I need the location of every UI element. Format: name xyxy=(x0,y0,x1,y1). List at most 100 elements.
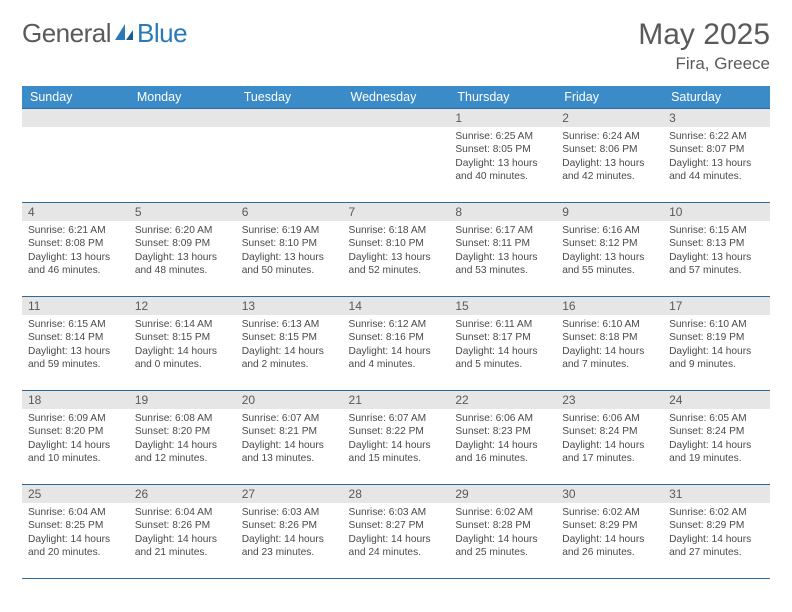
day-cell: 22Sunrise: 6:06 AMSunset: 8:23 PMDayligh… xyxy=(449,391,556,485)
day-cell: 4Sunrise: 6:21 AMSunset: 8:08 PMDaylight… xyxy=(22,203,129,297)
sunrise-line: Sunrise: 6:02 AM xyxy=(562,506,657,519)
sunrise-line: Sunrise: 6:21 AM xyxy=(28,224,123,237)
day-body: Sunrise: 6:07 AMSunset: 8:21 PMDaylight:… xyxy=(236,409,343,470)
day-body: Sunrise: 6:13 AMSunset: 8:15 PMDaylight:… xyxy=(236,315,343,376)
title-block: May 2025 Fira, Greece xyxy=(638,18,770,74)
day-cell: 1Sunrise: 6:25 AMSunset: 8:05 PMDaylight… xyxy=(449,109,556,203)
daylight-line: Daylight: 14 hours and 7 minutes. xyxy=(562,345,657,372)
day-cell xyxy=(236,109,343,203)
sunset-line: Sunset: 8:20 PM xyxy=(135,425,230,438)
daylight-line: Daylight: 14 hours and 15 minutes. xyxy=(349,439,444,466)
daylight-line: Daylight: 14 hours and 13 minutes. xyxy=(242,439,337,466)
sunset-line: Sunset: 8:18 PM xyxy=(562,331,657,344)
week-row: 1Sunrise: 6:25 AMSunset: 8:05 PMDaylight… xyxy=(22,109,770,203)
sunset-line: Sunset: 8:13 PM xyxy=(669,237,764,250)
day-number: 8 xyxy=(449,203,556,221)
day-number: 21 xyxy=(343,391,450,409)
day-body: Sunrise: 6:06 AMSunset: 8:23 PMDaylight:… xyxy=(449,409,556,470)
sunset-line: Sunset: 8:26 PM xyxy=(135,519,230,532)
day-body: Sunrise: 6:03 AMSunset: 8:27 PMDaylight:… xyxy=(343,503,450,564)
day-body: Sunrise: 6:02 AMSunset: 8:29 PMDaylight:… xyxy=(663,503,770,564)
week-row: 18Sunrise: 6:09 AMSunset: 8:20 PMDayligh… xyxy=(22,391,770,485)
day-cell xyxy=(22,109,129,203)
sunrise-line: Sunrise: 6:11 AM xyxy=(455,318,550,331)
sunrise-line: Sunrise: 6:17 AM xyxy=(455,224,550,237)
week-row: 4Sunrise: 6:21 AMSunset: 8:08 PMDaylight… xyxy=(22,203,770,297)
sunrise-line: Sunrise: 6:15 AM xyxy=(28,318,123,331)
day-cell: 11Sunrise: 6:15 AMSunset: 8:14 PMDayligh… xyxy=(22,297,129,391)
daylight-line: Daylight: 13 hours and 57 minutes. xyxy=(669,251,764,278)
day-cell: 29 Sunrise: 6:02 AMSunset: 8:28 PMDayligh… xyxy=(449,485,556,579)
day-header: Saturday xyxy=(663,86,770,109)
sunset-line: Sunset: 8:11 PM xyxy=(455,237,550,250)
day-body: Sunrise: 6:05 AMSunset: 8:24 PMDaylight:… xyxy=(663,409,770,470)
day-cell: 23Sunrise: 6:06 AMSunset: 8:24 PMDayligh… xyxy=(556,391,663,485)
daylight-line: Daylight: 14 hours and 25 minutes. xyxy=(455,533,550,560)
day-body: Sunrise: 6:14 AMSunset: 8:15 PMDaylight:… xyxy=(129,315,236,376)
day-cell: 21Sunrise: 6:07 AMSunset: 8:22 PMDayligh… xyxy=(343,391,450,485)
daylight-line: Daylight: 14 hours and 0 minutes. xyxy=(135,345,230,372)
daylight-line: Daylight: 14 hours and 5 minutes. xyxy=(455,345,550,372)
logo-text-blue: Blue xyxy=(137,18,187,49)
sunset-line: Sunset: 8:21 PM xyxy=(242,425,337,438)
sunset-line: Sunset: 8:29 PM xyxy=(562,519,657,532)
day-cell: 13Sunrise: 6:13 AMSunset: 8:15 PMDayligh… xyxy=(236,297,343,391)
day-number: 18 xyxy=(22,391,129,409)
day-number: 1 xyxy=(449,109,556,127)
day-number: 26 xyxy=(129,485,236,503)
day-cell xyxy=(129,109,236,203)
sunset-line: Sunset: 8:05 PM xyxy=(455,143,550,156)
day-body: Sunrise: 6:16 AMSunset: 8:12 PMDaylight:… xyxy=(556,221,663,282)
day-body: Sunrise: 6:25 AMSunset: 8:05 PMDaylight:… xyxy=(449,127,556,188)
daylight-line: Daylight: 14 hours and 21 minutes. xyxy=(135,533,230,560)
day-cell: 8 Sunrise: 6:17 AMSunset: 8:11 PMDaylight… xyxy=(449,203,556,297)
sunrise-line: Sunrise: 6:16 AM xyxy=(562,224,657,237)
day-number: 19 xyxy=(129,391,236,409)
calendar-body: 1Sunrise: 6:25 AMSunset: 8:05 PMDaylight… xyxy=(22,109,770,579)
sunrise-line: Sunrise: 6:10 AM xyxy=(669,318,764,331)
sunrise-line: Sunrise: 6:04 AM xyxy=(135,506,230,519)
day-cell: 15Sunrise: 6:11 AMSunset: 8:17 PMDayligh… xyxy=(449,297,556,391)
daylight-line: Daylight: 14 hours and 23 minutes. xyxy=(242,533,337,560)
day-body: Sunrise: 6:15 AMSunset: 8:14 PMDaylight:… xyxy=(22,315,129,376)
sunrise-line: Sunrise: 6:15 AM xyxy=(669,224,764,237)
day-body: Sunrise: 6:20 AMSunset: 8:09 PMDaylight:… xyxy=(129,221,236,282)
sunset-line: Sunset: 8:16 PM xyxy=(349,331,444,344)
sunset-line: Sunset: 8:14 PM xyxy=(28,331,123,344)
sunrise-line: Sunrise: 6:02 AM xyxy=(455,506,550,519)
day-header-row: SundayMondayTuesdayWednesdayThursdayFrid… xyxy=(22,86,770,109)
daylight-line: Daylight: 13 hours and 48 minutes. xyxy=(135,251,230,278)
sunrise-line: Sunrise: 6:07 AM xyxy=(242,412,337,425)
day-cell: 28Sunrise: 6:03 AMSunset: 8:27 PMDayligh… xyxy=(343,485,450,579)
day-body: Sunrise: 6:19 AMSunset: 8:10 PMDaylight:… xyxy=(236,221,343,282)
sunset-line: Sunset: 8:10 PM xyxy=(242,237,337,250)
sunset-line: Sunset: 8:26 PM xyxy=(242,519,337,532)
day-number: 25 xyxy=(22,485,129,503)
sail-icon xyxy=(113,18,135,49)
day-header: Thursday xyxy=(449,86,556,109)
sunset-line: Sunset: 8:19 PM xyxy=(669,331,764,344)
daylight-line: Daylight: 14 hours and 2 minutes. xyxy=(242,345,337,372)
sunset-line: Sunset: 8:07 PM xyxy=(669,143,764,156)
day-number: 20 xyxy=(236,391,343,409)
day-cell: 5Sunrise: 6:20 AMSunset: 8:09 PMDaylight… xyxy=(129,203,236,297)
day-number: 17 xyxy=(663,297,770,315)
day-body: Sunrise: 6:15 AMSunset: 8:13 PMDaylight:… xyxy=(663,221,770,282)
daylight-line: Daylight: 13 hours and 53 minutes. xyxy=(455,251,550,278)
day-number: 10 xyxy=(663,203,770,221)
sunrise-line: Sunrise: 6:14 AM xyxy=(135,318,230,331)
sunrise-line: Sunrise: 6:07 AM xyxy=(349,412,444,425)
week-row: 25Sunrise: 6:04 AMSunset: 8:25 PMDayligh… xyxy=(22,485,770,579)
daylight-line: Daylight: 14 hours and 27 minutes. xyxy=(669,533,764,560)
daylight-line: Daylight: 14 hours and 19 minutes. xyxy=(669,439,764,466)
sunset-line: Sunset: 8:10 PM xyxy=(349,237,444,250)
day-number: 13 xyxy=(236,297,343,315)
day-body: Sunrise: 6:02 AMSunset: 8:29 PMDaylight:… xyxy=(556,503,663,564)
day-body: Sunrise: 6:09 AMSunset: 8:20 PMDaylight:… xyxy=(22,409,129,470)
day-cell: 24Sunrise: 6:05 AMSunset: 8:24 PMDayligh… xyxy=(663,391,770,485)
sunset-line: Sunset: 8:28 PM xyxy=(455,519,550,532)
day-number: 29 xyxy=(449,485,556,503)
sunrise-line: Sunrise: 6:13 AM xyxy=(242,318,337,331)
day-cell: 9Sunrise: 6:16 AMSunset: 8:12 PMDaylight… xyxy=(556,203,663,297)
day-cell: 16Sunrise: 6:10 AMSunset: 8:18 PMDayligh… xyxy=(556,297,663,391)
